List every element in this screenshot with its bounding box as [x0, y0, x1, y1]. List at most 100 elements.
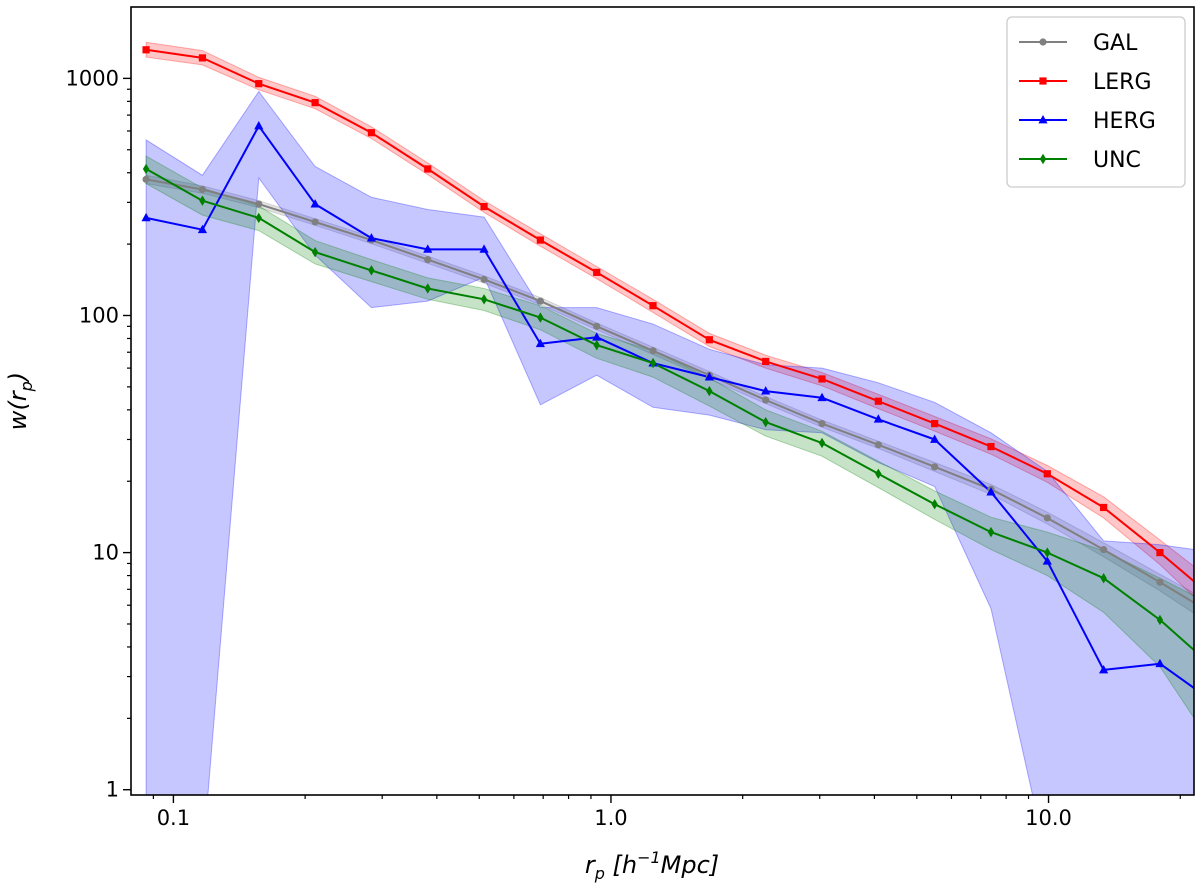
legend: GAL LERG HERG UNC [1006, 16, 1186, 188]
point-herg [423, 244, 433, 253]
line-gal [145, 178, 1194, 604]
point-herg [1155, 658, 1165, 668]
point-lerg [705, 336, 713, 344]
point-lerg [649, 302, 657, 310]
point-lerg [1156, 549, 1164, 557]
point-unc [1156, 614, 1164, 626]
point-gal [255, 200, 263, 208]
point-lerg [142, 46, 150, 54]
point-lerg [367, 129, 376, 137]
point-herg [479, 244, 489, 253]
series-lines [145, 48, 1194, 690]
point-herg [873, 414, 883, 423]
legend-label-gal: GAL [1093, 31, 1138, 56]
legend-label-unc: UNC [1093, 148, 1141, 173]
point-unc [1044, 547, 1051, 558]
point-unc [1100, 572, 1107, 584]
legend-label-lerg: LERG [1093, 70, 1152, 95]
point-unc [255, 212, 262, 224]
legend-marker-lerg [1039, 77, 1047, 85]
point-lerg [480, 202, 488, 211]
point-gal [1156, 578, 1164, 586]
point-herg [986, 487, 996, 496]
legend-frame [1006, 16, 1186, 188]
point-gal [424, 256, 432, 264]
point-lerg [931, 419, 939, 428]
point-gal [1100, 545, 1108, 554]
point-unc [818, 437, 826, 449]
point-unc [706, 385, 713, 397]
point-gal [311, 218, 319, 226]
point-unc [987, 526, 995, 538]
y-tick-label: 1000 [66, 66, 119, 90]
point-herg [761, 386, 771, 395]
point-unc [931, 499, 938, 510]
point-lerg [311, 99, 319, 107]
series-markers [141, 46, 1165, 674]
y-axis-label: w(rp) [4, 372, 36, 430]
legend-marker-herg [1038, 115, 1048, 124]
point-lerg [1043, 470, 1051, 478]
error-bands [145, 41, 1194, 795]
point-gal [1043, 514, 1051, 522]
point-herg [535, 338, 545, 348]
point-lerg [874, 397, 882, 405]
x-tick-label: 0.1 [157, 806, 190, 830]
point-unc [199, 195, 206, 206]
y-tick-label: 1 [106, 778, 119, 802]
point-herg [817, 392, 827, 402]
point-lerg [424, 165, 432, 173]
point-herg [197, 224, 208, 234]
x-tick-label: 10.0 [1025, 806, 1072, 830]
line-unc [145, 168, 1194, 652]
band-lerg [145, 41, 1194, 598]
legend-marker-unc [1039, 153, 1047, 165]
point-lerg [536, 236, 544, 244]
point-unc [875, 468, 882, 479]
point-lerg [762, 357, 770, 366]
point-gal [818, 419, 826, 428]
point-unc [762, 416, 769, 428]
band-gal [145, 174, 1194, 614]
legend-label-herg: HERG [1093, 109, 1156, 134]
x-axis-label: rp [h−1Mpc] [585, 848, 719, 883]
legend-marker-gal [1039, 38, 1047, 46]
point-unc [424, 283, 431, 294]
point-herg [592, 332, 602, 341]
point-herg [1099, 664, 1109, 674]
point-herg [704, 372, 714, 381]
point-gal [536, 297, 544, 305]
point-lerg [255, 80, 263, 88]
point-lerg [818, 375, 826, 383]
band-herg [145, 90, 1194, 795]
point-lerg [1100, 503, 1108, 512]
point-gal [480, 275, 488, 283]
line-lerg [145, 48, 1194, 583]
y-axis-ticks: 1 10 100 1000 [66, 66, 131, 802]
point-gal [762, 396, 770, 404]
point-herg [254, 120, 264, 130]
point-gal [931, 463, 939, 471]
x-tick-label: 1.0 [594, 806, 627, 830]
plot-frame [130, 6, 1195, 796]
point-herg [930, 434, 940, 443]
point-gal [649, 347, 657, 355]
y-tick-label: 100 [79, 303, 119, 327]
x-axis-ticks: 0.1 1.0 10.0 [152, 795, 1181, 830]
point-gal [593, 322, 601, 330]
point-herg [1042, 556, 1052, 565]
point-herg [310, 199, 320, 208]
point-herg [141, 212, 151, 222]
point-unc [537, 312, 544, 323]
point-lerg [593, 268, 601, 276]
point-gal [198, 185, 207, 194]
point-lerg [987, 442, 995, 451]
point-gal [142, 175, 150, 183]
point-unc [142, 163, 150, 175]
band-unc [145, 155, 1194, 719]
point-lerg [198, 54, 207, 62]
point-unc [368, 265, 375, 276]
point-unc [311, 246, 319, 258]
point-unc [480, 294, 488, 305]
